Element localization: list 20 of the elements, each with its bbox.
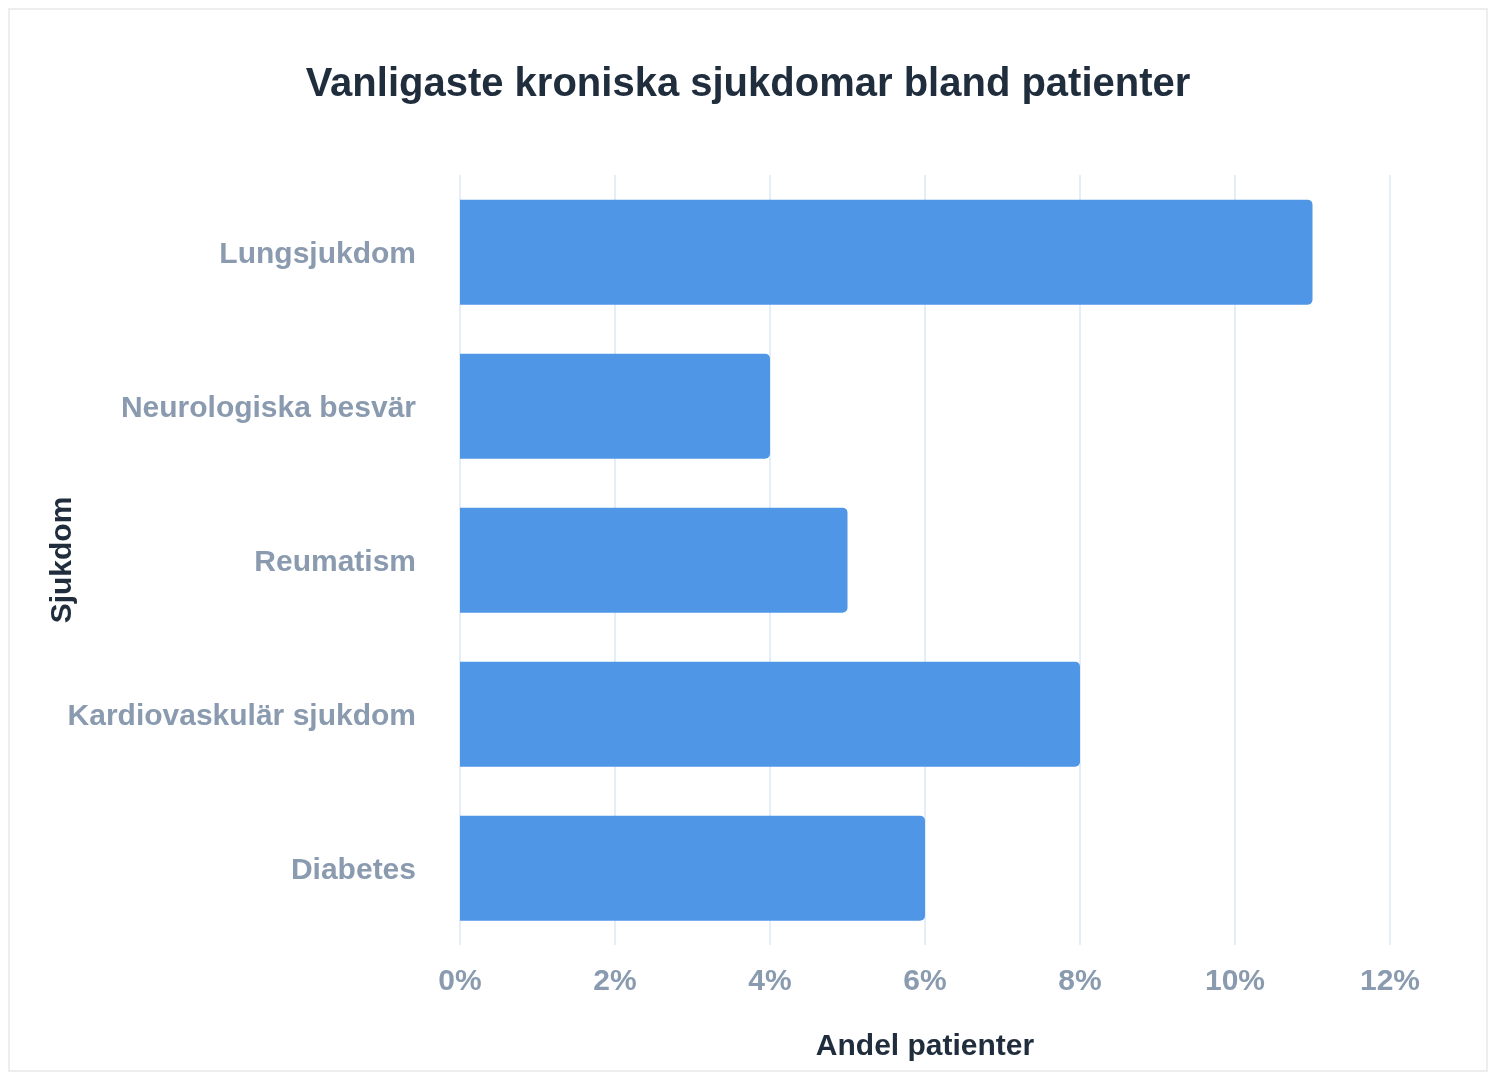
y-tick-label: Lungsjukdom [219,235,416,269]
x-tick-label: 4% [748,963,792,997]
x-tick-label: 0% [438,963,482,997]
y-tick-label: Diabetes [290,851,416,885]
x-tick-label: 8% [1058,963,1102,997]
chart-title: Vanligaste kroniska sjukdomar bland patienter [304,59,1192,106]
bar [460,353,770,459]
x-tick-label: 6% [903,963,947,997]
y-tick-label: Neurologiska besvär [120,389,417,423]
bar [460,661,1080,767]
x-tick-label: 12% [1359,963,1421,997]
y-tick-label: Reumatism [254,543,416,577]
bar [460,507,848,613]
y-tick-label: Kardiovaskulär sjukdom [67,697,416,731]
y-axis-title: Sjukdom [43,496,77,624]
x-tick-label: 10% [1204,963,1266,997]
x-axis-title: Andel patienter [815,1028,1035,1061]
x-tick-label: 2% [593,963,637,997]
bar [460,815,925,921]
bar [460,199,1313,305]
